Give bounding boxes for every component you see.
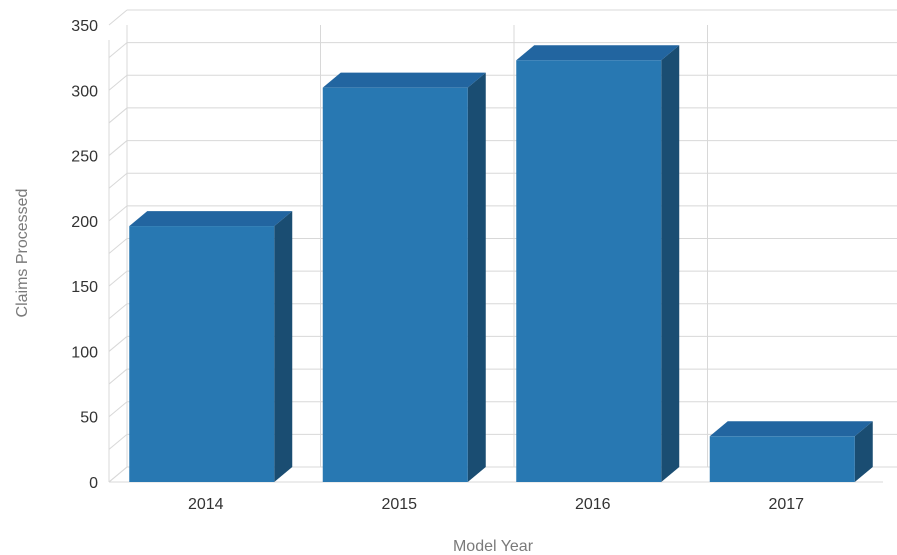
bar-top-face <box>516 45 680 61</box>
y-tick-label: 200 <box>71 214 98 231</box>
bar-side-face <box>854 421 873 482</box>
gridline-depth <box>108 172 128 189</box>
bar-front-face <box>709 436 855 482</box>
bar-side-face <box>661 45 680 483</box>
bar-side-face <box>467 72 486 482</box>
gridline-depth <box>108 9 128 26</box>
gridline-depth <box>108 42 128 59</box>
x-tick-label: 2016 <box>575 496 611 513</box>
gridline-depth <box>108 107 128 124</box>
gridline-depth <box>108 433 128 450</box>
y-tick-label: 50 <box>80 410 98 427</box>
y-tick-label: 250 <box>71 149 98 166</box>
gridline-depth <box>108 401 128 418</box>
bar-top-face <box>709 421 873 437</box>
x-axis: 2014 2015 2016 2017 <box>188 496 804 513</box>
bar-side-face <box>274 211 293 482</box>
y-tick-label: 100 <box>71 344 98 361</box>
bar-front-face <box>129 226 275 482</box>
gridline-depth <box>108 270 128 287</box>
gridline-depth <box>108 303 128 320</box>
bar <box>709 421 873 482</box>
gridline-depth <box>108 140 128 156</box>
gridline-depth <box>108 466 128 483</box>
y-tick-label: 150 <box>71 279 98 296</box>
gridline-depth <box>108 205 128 222</box>
gridline-depth <box>108 336 128 352</box>
bar-top-face <box>322 72 486 88</box>
gridline-depth <box>108 238 128 254</box>
bar <box>129 211 293 482</box>
bar <box>322 72 486 482</box>
gridline-depth <box>108 368 128 385</box>
x-tick-label: 2015 <box>381 496 417 513</box>
gridline-depth <box>108 74 128 91</box>
y-tick-label: 300 <box>71 83 98 100</box>
x-axis-title: Model Year <box>453 538 534 555</box>
bar <box>516 45 680 483</box>
bar-front-face <box>516 60 662 483</box>
bars-group <box>129 45 873 483</box>
y-axis-title: Claims Processed <box>14 189 31 318</box>
y-tick-label: 350 <box>71 18 98 35</box>
bar-top-face <box>129 211 293 227</box>
bar-front-face <box>322 87 468 482</box>
x-tick-label: 2014 <box>188 496 224 513</box>
x-tick-label: 2017 <box>768 496 804 513</box>
y-tick-label: 0 <box>89 475 98 492</box>
y-axis: 0 50 100 150 200 250 300 350 <box>71 18 98 492</box>
